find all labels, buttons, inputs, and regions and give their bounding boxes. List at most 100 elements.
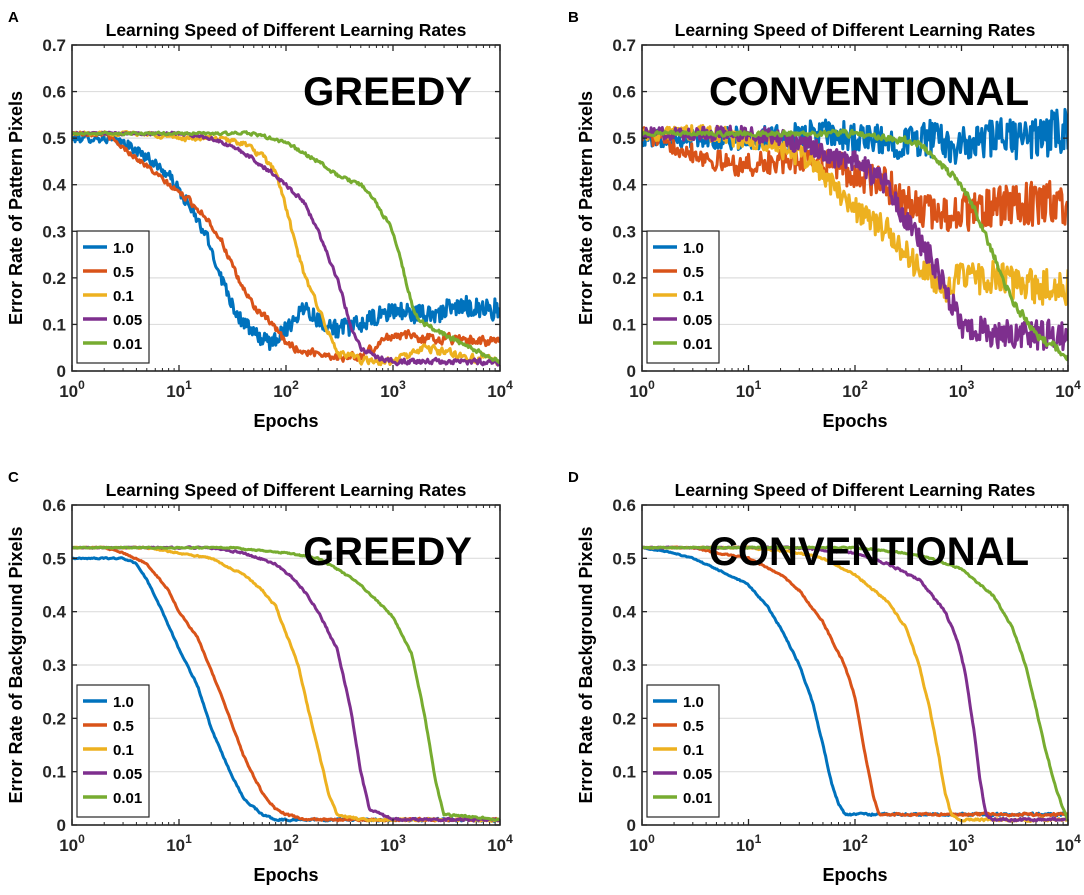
series-group <box>642 545 1068 824</box>
y-tick-label: 0.3 <box>612 222 636 241</box>
y-tick-label: 0.5 <box>612 129 636 148</box>
x-tick-label: 100 <box>629 832 655 855</box>
y-tick-label: 0.5 <box>42 549 66 568</box>
x-tick-label: 101 <box>736 378 762 401</box>
y-tick-label: 0.2 <box>42 709 66 728</box>
y-tick-label: 0.3 <box>42 656 66 675</box>
y-tick-label: 0.5 <box>42 129 66 148</box>
y-tick-label: 0.6 <box>42 496 66 515</box>
y-tick-label: 0.1 <box>42 315 66 334</box>
panel-letter: A <box>8 9 19 26</box>
series-line-0_01 <box>72 130 500 365</box>
legend-label: 0.01 <box>683 790 712 807</box>
x-tick-label: 104 <box>1055 832 1081 855</box>
legend-label: 0.5 <box>683 264 704 281</box>
x-tick-label: 102 <box>273 832 299 855</box>
panel-letter: C <box>8 469 19 486</box>
panel-annotation: CONVENTIONAL <box>709 70 1029 114</box>
x-tick-label: 100 <box>59 378 85 401</box>
y-axis-label: Error Rate of Pattern Pixels <box>576 91 596 325</box>
y-tick-label: 0.4 <box>42 603 66 622</box>
y-tick-label: 0.4 <box>612 176 636 195</box>
y-axis-label: Error Rate of Background Pixels <box>6 526 26 803</box>
y-tick-label: 0.3 <box>612 656 636 675</box>
legend-label: 1.0 <box>113 694 134 711</box>
y-tick-label: 0.6 <box>612 83 636 102</box>
y-tick-label: 0 <box>57 816 66 835</box>
legend-label: 0.1 <box>683 288 704 305</box>
legend-box <box>76 684 150 818</box>
chart-panel-b: B 0 0.1 0.2 0.3 0.4 0.5 0.6 0.7 100 101 102 103 104 Le… <box>568 9 1081 431</box>
chart-title: Learning Speed of Different Learning Rat… <box>106 480 467 500</box>
legend: 1.0 0.5 0.1 0.05 0.01 <box>646 230 720 364</box>
panel-annotation: CONVENTIONAL <box>709 530 1029 574</box>
series-line-0_01 <box>642 545 1068 822</box>
y-tick-label: 0.2 <box>612 269 636 288</box>
legend-box <box>76 230 150 364</box>
legend-label: 0.1 <box>113 288 134 305</box>
y-tick-label: 0 <box>627 362 636 381</box>
legend-label: 0.05 <box>683 766 712 783</box>
y-tick-label: 0.1 <box>612 315 636 334</box>
legend: 1.0 0.5 0.1 0.05 0.01 <box>646 684 720 818</box>
x-tick-label: 100 <box>59 832 85 855</box>
series-line-1_0 <box>642 545 1068 818</box>
x-tick-label: 103 <box>949 378 975 401</box>
y-tick-label: 0.7 <box>612 36 636 55</box>
y-tick-label: 0.5 <box>612 549 636 568</box>
y-tick-label: 0.4 <box>612 603 636 622</box>
x-tick-label: 103 <box>380 832 406 855</box>
legend-box <box>646 684 720 818</box>
x-axis-label: Epochs <box>822 411 887 431</box>
x-tick-label: 100 <box>629 378 655 401</box>
series-line-0_5 <box>72 130 500 363</box>
y-tick-label: 0.1 <box>42 763 66 782</box>
panel-letter: B <box>568 9 579 26</box>
legend-label: 0.5 <box>113 264 134 281</box>
legend: 1.0 0.5 0.1 0.05 0.01 <box>76 230 150 364</box>
series-line-0_05 <box>642 124 1068 352</box>
series-line-0_01 <box>72 545 500 822</box>
y-tick-label: 0.2 <box>612 709 636 728</box>
chart-title: Learning Speed of Different Learning Rat… <box>675 20 1036 40</box>
y-tick-label: 0.4 <box>42 176 66 195</box>
chart-title: Learning Speed of Different Learning Rat… <box>675 480 1036 500</box>
legend-label: 0.05 <box>683 312 712 329</box>
y-tick-label: 0.1 <box>612 763 636 782</box>
series-group <box>642 107 1068 362</box>
x-tick-label: 103 <box>949 832 975 855</box>
series-line-0_01 <box>642 128 1068 362</box>
y-tick-label: 0 <box>627 816 636 835</box>
y-tick-label: 0.6 <box>612 496 636 515</box>
panel-letter: D <box>568 469 579 486</box>
y-tick-label: 0 <box>57 362 66 381</box>
legend-label: 1.0 <box>113 240 134 257</box>
chart-panel-c: C 0 0.1 0.2 0.3 0.4 0.5 0.6 100 101 102 103 104 Learn… <box>6 469 513 885</box>
x-tick-label: 102 <box>842 832 868 855</box>
x-axis-label: Epochs <box>253 865 318 885</box>
legend-label: 0.05 <box>113 766 142 783</box>
y-tick-label: 0.6 <box>42 83 66 102</box>
x-axis-label: Epochs <box>253 411 318 431</box>
legend-label: 0.1 <box>113 742 134 759</box>
series-line-0_5 <box>642 545 1068 818</box>
y-tick-label: 0.7 <box>42 36 66 55</box>
x-tick-label: 102 <box>842 378 868 401</box>
x-tick-label: 101 <box>736 832 762 855</box>
chart-panel-a: A 0 0.1 0.2 0.3 0.4 0.5 0.6 0.7 100 101 102 103 104 Le… <box>6 9 513 431</box>
y-tick-label: 0.2 <box>42 269 66 288</box>
panel-annotation: GREEDY <box>303 70 472 114</box>
y-axis-label: Error Rate of Background Pixels <box>576 526 596 803</box>
legend-label: 1.0 <box>683 240 704 257</box>
legend-label: 0.01 <box>113 336 142 353</box>
chart-panel-d: D 0 0.1 0.2 0.3 0.4 0.5 0.6 100 101 102 103 104 Learn… <box>568 469 1081 885</box>
x-tick-label: 101 <box>166 378 192 401</box>
series-line-1_0 <box>642 107 1068 165</box>
x-tick-label: 104 <box>1055 378 1081 401</box>
legend-box <box>646 230 720 364</box>
chart-title: Learning Speed of Different Learning Rat… <box>106 20 467 40</box>
x-tick-label: 104 <box>487 832 513 855</box>
panel-annotation: GREEDY <box>303 530 472 574</box>
